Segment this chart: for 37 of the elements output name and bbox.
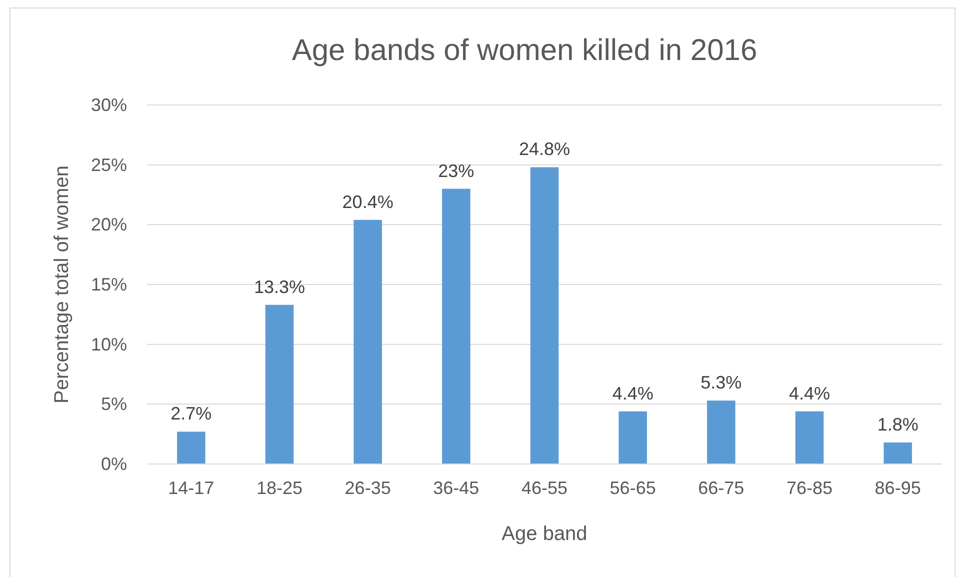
x-tick-label: 56-65 — [610, 478, 656, 498]
data-label: 4.4% — [612, 383, 654, 404]
y-tick-label: 5% — [100, 394, 127, 414]
data-label: 2.7% — [170, 404, 212, 424]
data-label: 24.8% — [518, 139, 570, 160]
x-tick-label: 66-75 — [698, 478, 744, 498]
y-axis-title: Percentage total of women — [51, 166, 73, 404]
x-tick-label: 76-85 — [786, 478, 833, 498]
bar — [530, 167, 559, 464]
y-tick-label: 20% — [90, 214, 127, 235]
bar — [442, 188, 470, 464]
y-tick-label: 30% — [90, 95, 127, 115]
data-label: 23% — [438, 160, 474, 181]
chart-title: Age bands of women killed in 2016 — [292, 34, 758, 67]
bar — [884, 442, 912, 464]
y-tick-label: 15% — [90, 274, 127, 294]
x-tick-label: 36-45 — [433, 478, 480, 498]
x-tick-label: 18-25 — [256, 478, 303, 498]
x-tick-label: 86-95 — [874, 478, 921, 498]
bar — [707, 400, 736, 464]
data-label: 5.3% — [700, 372, 742, 393]
y-tick-label: 10% — [90, 334, 127, 354]
y-tick-label: 25% — [90, 154, 127, 175]
data-label: 1.8% — [877, 414, 918, 434]
x-axis-title: Age band — [502, 523, 588, 545]
data-label: 13.3% — [254, 276, 306, 297]
x-tick-label: 46-55 — [521, 478, 568, 498]
bar — [795, 411, 824, 464]
y-tick-label: 0% — [100, 454, 127, 474]
bar — [265, 304, 294, 464]
x-tick-label: 26-35 — [344, 478, 391, 498]
x-tick-label: 14-17 — [168, 478, 214, 498]
data-label: 4.4% — [788, 383, 830, 404]
bar — [354, 220, 382, 464]
bar — [618, 411, 647, 464]
data-label: 20.4% — [342, 192, 394, 212]
bar — [177, 432, 206, 464]
